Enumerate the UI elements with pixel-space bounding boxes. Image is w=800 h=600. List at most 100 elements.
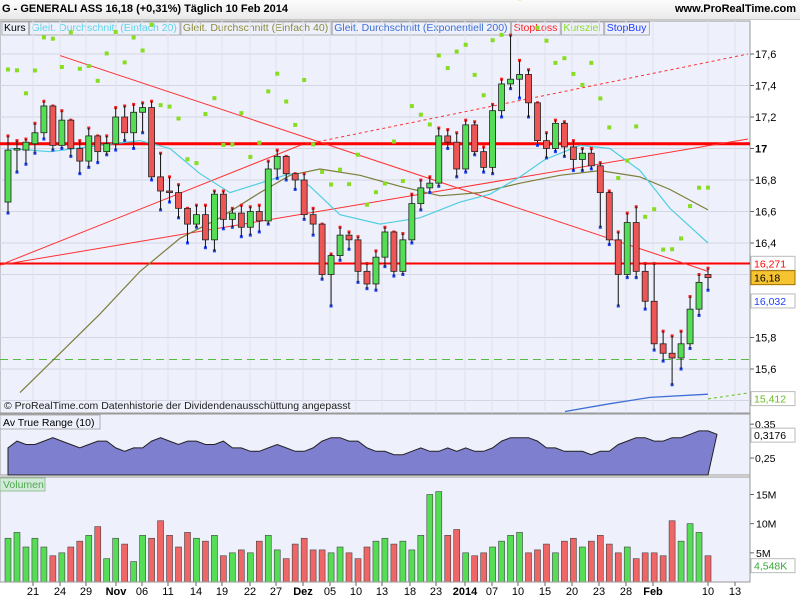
candle	[471, 72, 479, 157]
brand-link[interactable]: www.ProRealTime.com	[674, 3, 796, 15]
price-tick-label: 17,2	[755, 112, 776, 124]
candle-body	[228, 212, 236, 220]
volume-bar	[148, 537, 155, 583]
candle	[363, 202, 371, 291]
x-tick-label: 19	[216, 586, 228, 598]
kursziel-marker	[248, 154, 253, 159]
kursziel-marker	[544, 38, 549, 43]
candle-body	[623, 222, 631, 275]
candle-body	[435, 135, 443, 184]
ema200-line	[564, 393, 709, 413]
volume-bar	[58, 552, 66, 583]
candle	[552, 60, 559, 154]
kursziel-marker	[14, 68, 19, 73]
candle	[175, 116, 182, 220]
sma20-line	[9, 139, 709, 244]
candle-body	[453, 141, 461, 170]
candle-body	[139, 107, 147, 113]
candle	[561, 56, 568, 158]
candle	[273, 71, 281, 180]
price-tick-label: 16,4	[755, 238, 776, 250]
volume-title: Volumen	[3, 479, 44, 491]
candle	[4, 67, 12, 215]
chart-title: G - GENERALI ASS 16,18 (+0,31%) Täglich …	[2, 3, 289, 15]
candle-body	[695, 281, 703, 310]
x-tick-label: 23	[593, 586, 605, 598]
x-tick-label: 22	[244, 586, 256, 598]
kursziel-marker	[140, 48, 145, 53]
candle-body	[318, 223, 326, 275]
volume-bar	[22, 546, 30, 583]
candle	[121, 60, 129, 143]
candle	[677, 236, 685, 371]
kursziel-marker	[499, 32, 504, 37]
x-tick-label: Nov	[106, 586, 128, 598]
candle-body	[327, 255, 335, 275]
volume-bar	[85, 535, 93, 583]
candle-body	[408, 203, 416, 241]
volume-bar	[193, 537, 200, 583]
volume-bar	[40, 546, 48, 583]
candle	[444, 66, 452, 150]
candle-body	[390, 231, 398, 272]
volume-bar	[103, 558, 111, 583]
candle	[453, 49, 461, 179]
x-tick-label: 14	[190, 586, 202, 598]
candle-body	[668, 352, 676, 359]
candle	[426, 122, 434, 195]
kursziel-marker	[706, 185, 710, 190]
candle-body	[49, 105, 57, 146]
x-tick-label: 24	[54, 586, 66, 598]
volume-bar	[605, 543, 613, 583]
kursziel-marker	[95, 78, 100, 83]
kursziel-marker	[571, 71, 576, 76]
candle-body	[614, 239, 622, 275]
candle	[130, 35, 138, 150]
legend: Kurs Gleit. Durchschnitt (Einfach 20) Glei…	[1, 21, 650, 36]
candle	[704, 185, 712, 292]
candle	[103, 51, 111, 157]
kursziel-marker	[104, 51, 109, 56]
legend-box-0	[1, 21, 30, 36]
volume-bar	[229, 552, 236, 583]
volume-bar	[354, 558, 362, 583]
kursziel-marker	[356, 152, 360, 157]
kursziel-marker	[598, 96, 603, 101]
candle	[659, 247, 667, 363]
trend-line-3	[299, 53, 749, 146]
kursziel-marker	[427, 122, 432, 127]
volume-bar	[435, 491, 443, 583]
legend-box-1	[29, 21, 181, 36]
candle	[641, 214, 649, 311]
kursziel-marker	[364, 202, 369, 207]
candle-body	[587, 152, 595, 167]
volume-bar	[255, 540, 263, 583]
candle-body	[498, 83, 505, 112]
candle-body	[4, 149, 12, 203]
candle-body	[40, 105, 48, 134]
price-marker-box	[750, 270, 796, 286]
kursziel-marker	[176, 116, 181, 121]
candle-body	[264, 168, 272, 222]
volume-bar	[516, 532, 523, 583]
candle-body	[282, 155, 290, 175]
candle	[264, 89, 272, 226]
candle	[569, 71, 577, 173]
volume-bar	[282, 558, 290, 583]
candle-body	[58, 119, 66, 146]
kursziel-marker	[230, 142, 235, 147]
legend-box-2	[180, 21, 332, 36]
volume-bar	[552, 552, 559, 583]
kursziel-marker	[625, 158, 630, 163]
x-tick-label: Dez	[293, 586, 313, 598]
candle-body	[336, 234, 344, 257]
volume-bar	[534, 549, 541, 583]
kursziel-marker	[32, 68, 37, 73]
candle	[49, 36, 57, 152]
kursziel-marker	[293, 122, 298, 127]
legend-box-4	[511, 21, 561, 36]
atr-title-box	[0, 414, 101, 430]
price-tick-label: 15,8	[755, 333, 776, 345]
candle-body	[534, 102, 541, 142]
